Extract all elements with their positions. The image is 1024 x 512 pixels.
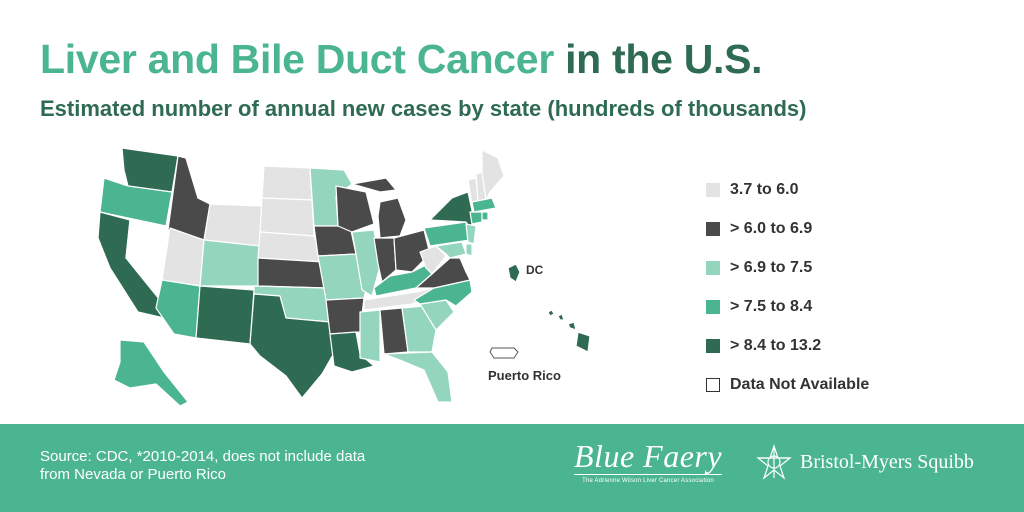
state-ak [113, 339, 189, 407]
legend-swatch [706, 221, 720, 236]
legend-label: > 6.0 to 6.9 [730, 219, 813, 237]
legend-item: > 8.4 to 13.2 [706, 326, 966, 365]
legend-label: 3.7 to 6.0 [730, 180, 799, 198]
state-wa [121, 147, 179, 193]
bms-name: Bristol-Myers Squibb [800, 450, 974, 473]
state-wi [335, 185, 375, 233]
state-co [199, 239, 261, 287]
state-md [435, 241, 467, 259]
state-in [373, 237, 397, 283]
state-tx [249, 293, 339, 399]
state-sd [259, 197, 315, 237]
state-nj [465, 223, 477, 245]
state-ne [257, 231, 325, 263]
source-note: Source: CDC, *2010-2014, does not includ… [40, 448, 366, 483]
state-va [415, 257, 471, 289]
legend-item: Data Not Available [706, 365, 966, 404]
legend-swatch [706, 299, 720, 314]
state-il [351, 229, 381, 297]
legend-swatch [706, 338, 720, 353]
state-ma [471, 197, 497, 213]
state-ga [401, 305, 437, 353]
title-highlight: Liver and Bile Duct Cancer [40, 36, 554, 82]
state-ar [325, 297, 365, 335]
legend-item: > 6.0 to 6.9 [706, 209, 966, 248]
title-rest: in the U.S. [565, 36, 763, 82]
footer-bar: Source: CDC, *2010-2014, does not includ… [0, 424, 1024, 512]
bms-logo: Bristol-Myers Squibb [756, 444, 974, 480]
state-nd [261, 165, 313, 201]
legend-label: > 8.4 to 13.2 [730, 336, 822, 354]
state-ri [481, 211, 489, 221]
dc-label: DC [526, 263, 544, 277]
state-nm [195, 285, 255, 345]
legend-item: > 7.5 to 8.4 [706, 287, 966, 326]
legend-label: > 6.9 to 7.5 [730, 258, 813, 276]
bms-star-icon [756, 444, 792, 480]
puerto-rico-label: Puerto Rico [488, 368, 561, 383]
state-fl [383, 351, 453, 403]
state-ny [429, 191, 475, 229]
territory-pr [489, 347, 519, 359]
legend-swatch [706, 260, 720, 275]
legend: 3.7 to 6.0 > 6.0 to 6.9 > 6.9 to 7.5 > 7… [706, 170, 966, 404]
state-pa [423, 221, 471, 247]
state-la [329, 331, 375, 373]
state-wy [203, 203, 263, 247]
state-hi [547, 309, 590, 353]
state-me [481, 149, 505, 201]
state-az [155, 279, 201, 339]
blue-faery-logo: Blue Faery The Adrienne Wilson Liver Can… [574, 438, 723, 485]
legend-swatch [706, 377, 720, 392]
state-de [465, 243, 473, 257]
blue-faery-tagline: The Adrienne Wilson Liver Cancer Associa… [574, 474, 723, 485]
legend-label: Data Not Available [730, 375, 870, 393]
us-state-map: DC Puerto Rico [97, 147, 590, 407]
state-ms [359, 309, 381, 363]
legend-label: > 7.5 to 8.4 [730, 297, 813, 315]
legend-swatch [706, 182, 720, 197]
page-subtitle: Estimated number of annual new cases by … [40, 96, 807, 121]
state-dc [507, 263, 521, 283]
state-or [99, 177, 173, 227]
page-title: Liver and Bile Duct Cancer in the U.S. [40, 36, 763, 83]
state-ct [469, 211, 483, 225]
state-wv [419, 245, 447, 275]
legend-item: > 6.9 to 7.5 [706, 248, 966, 287]
state-oh [393, 229, 431, 273]
state-ks [257, 257, 327, 289]
legend-item: 3.7 to 6.0 [706, 170, 966, 209]
blue-faery-name: Blue Faery [574, 438, 723, 474]
